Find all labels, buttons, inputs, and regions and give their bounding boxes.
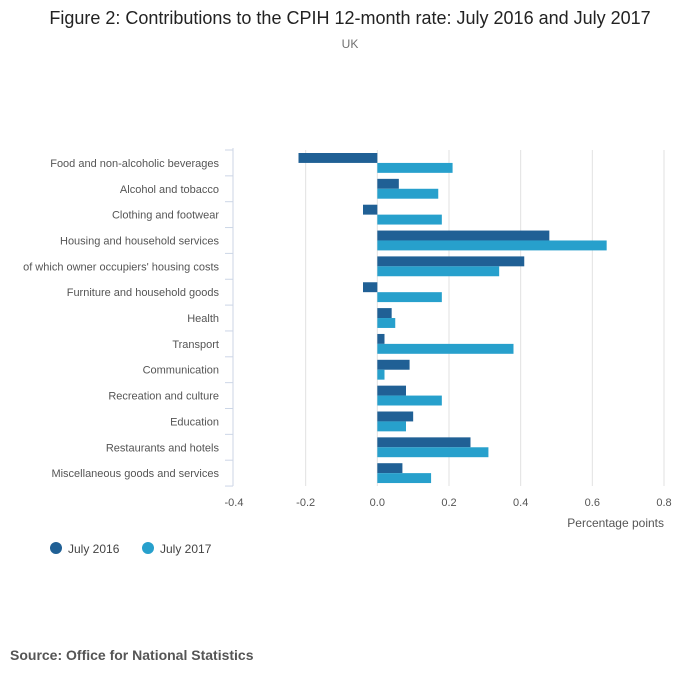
legend-marker xyxy=(50,542,62,554)
chart-subtitle: UK xyxy=(341,37,359,51)
category-label: Health xyxy=(187,313,219,325)
bar-july-2016 xyxy=(377,385,406,396)
bar-july-2016 xyxy=(363,282,378,293)
bar-july-2017 xyxy=(377,421,406,432)
category-label: Transport xyxy=(172,339,219,351)
bar-july-2017 xyxy=(377,240,607,251)
bar-july-2016 xyxy=(298,153,378,163)
category-label: Recreation and culture xyxy=(108,391,219,403)
bar-july-2016 xyxy=(377,411,414,422)
bar-july-2016 xyxy=(377,437,471,448)
chart-title: Figure 2: Contributions to the CPIH 12-m… xyxy=(49,8,651,28)
x-axis-label: Percentage points xyxy=(567,516,664,530)
x-tick-label: 0.8 xyxy=(656,497,671,509)
x-tick-label: -0.2 xyxy=(296,497,315,509)
category-label: Communication xyxy=(143,365,219,377)
bar-july-2016 xyxy=(377,230,550,241)
category-label: Miscellaneous goods and services xyxy=(51,468,219,480)
bar-july-2017 xyxy=(377,188,439,199)
bar-july-2016 xyxy=(377,256,525,267)
category-label: Alcohol and tobacco xyxy=(120,184,219,196)
bar-july-2017 xyxy=(377,162,453,173)
x-tick-label: 0.4 xyxy=(513,497,528,509)
legend-label: July 2016 xyxy=(68,542,120,556)
bar-july-2017 xyxy=(377,473,432,484)
x-tick-label: 0.6 xyxy=(585,497,600,509)
bar-july-2017 xyxy=(377,395,442,406)
bar-july-2017 xyxy=(377,214,442,225)
legend-label: July 2017 xyxy=(160,542,212,556)
bar-july-2017 xyxy=(377,318,396,328)
category-label: Restaurants and hotels xyxy=(106,442,220,454)
bar-july-2016 xyxy=(377,359,410,370)
category-label: Food and non-alcoholic beverages xyxy=(50,158,219,170)
bar-july-2016 xyxy=(377,463,403,474)
bar-july-2017 xyxy=(377,447,489,458)
bar-july-2017 xyxy=(377,369,385,380)
category-label: Clothing and footwear xyxy=(112,210,219,222)
x-tick-label: 0.0 xyxy=(370,497,385,509)
source-note: Source: Office for National Statistics xyxy=(10,647,254,663)
x-tick-label: 0.2 xyxy=(441,497,456,509)
legend-marker xyxy=(142,542,154,554)
bar-july-2016 xyxy=(377,178,399,189)
bar-july-2017 xyxy=(377,343,514,354)
category-label: of which owner occupiers' housing costs xyxy=(23,261,219,273)
bar-july-2016 xyxy=(363,204,378,215)
bar-july-2017 xyxy=(377,266,500,277)
x-tick-label: -0.4 xyxy=(225,497,244,509)
category-label: Furniture and household goods xyxy=(67,287,220,299)
bar-july-2016 xyxy=(377,333,385,344)
category-label: Education xyxy=(170,416,219,428)
bar-july-2017 xyxy=(377,292,442,303)
bar-july-2016 xyxy=(377,308,392,319)
category-label: Housing and household services xyxy=(60,235,219,247)
